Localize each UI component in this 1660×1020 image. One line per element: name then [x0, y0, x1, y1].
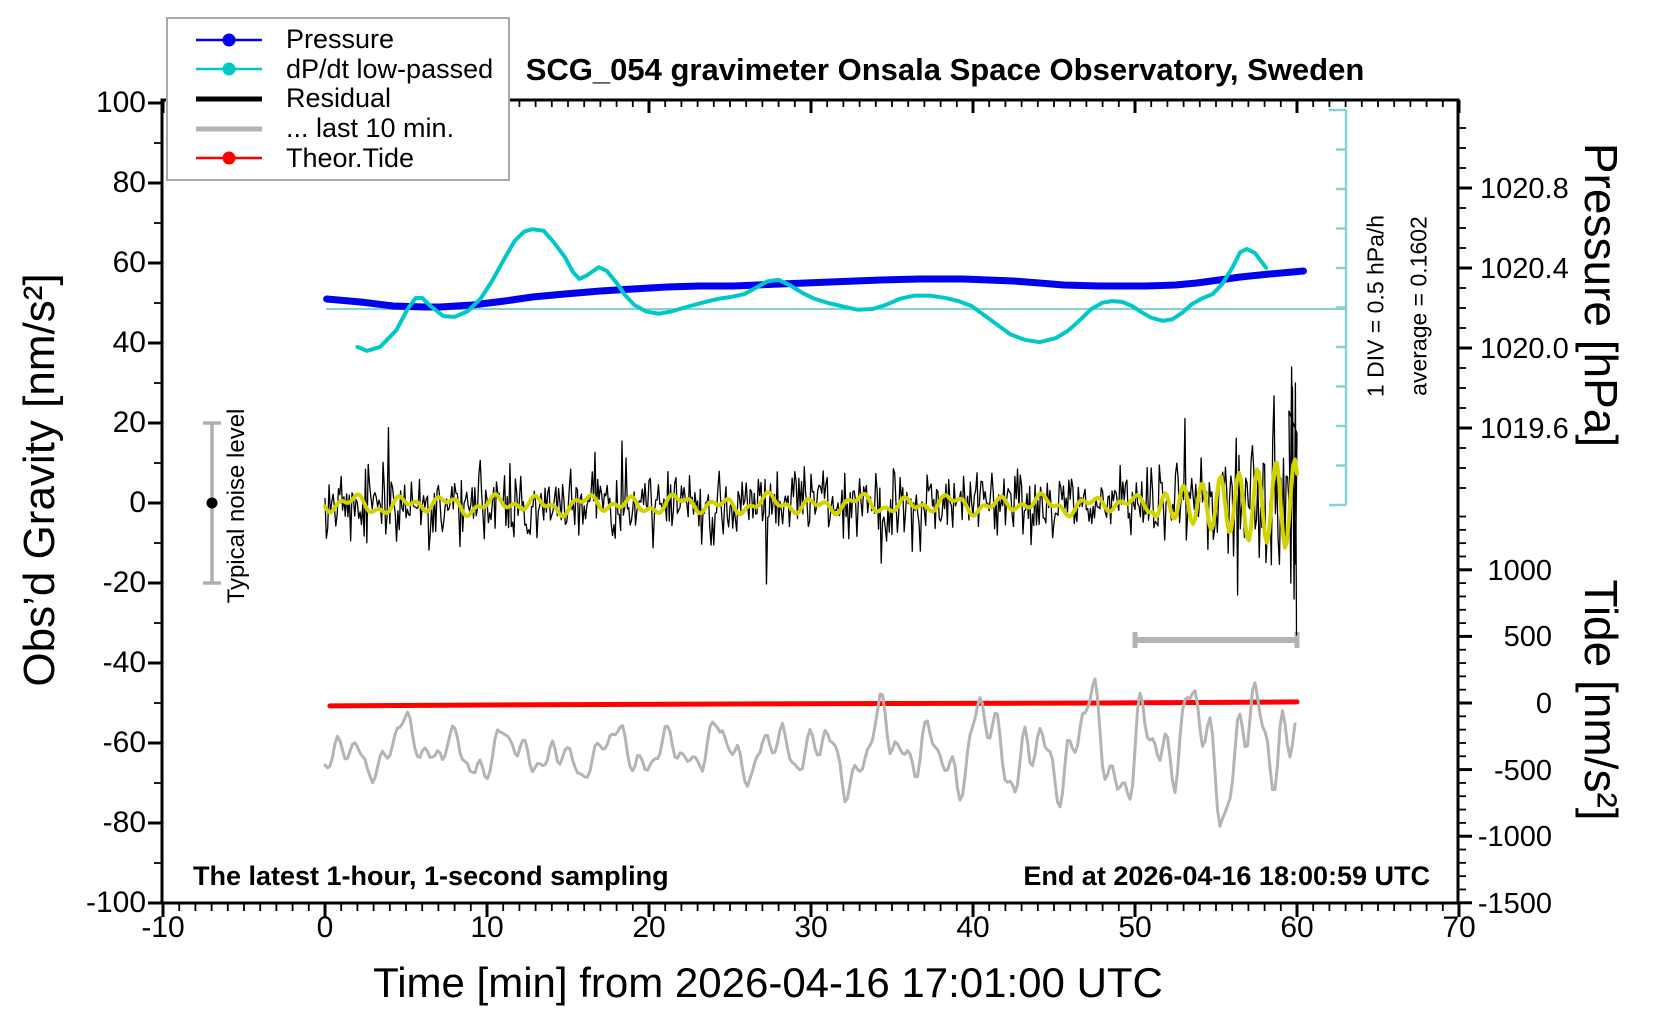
chart-canvas [148, 98, 1472, 917]
gravimeter-monitor-chart: SCG_054 gravimeter Onsala Space Observat… [15, 17, 1627, 1004]
